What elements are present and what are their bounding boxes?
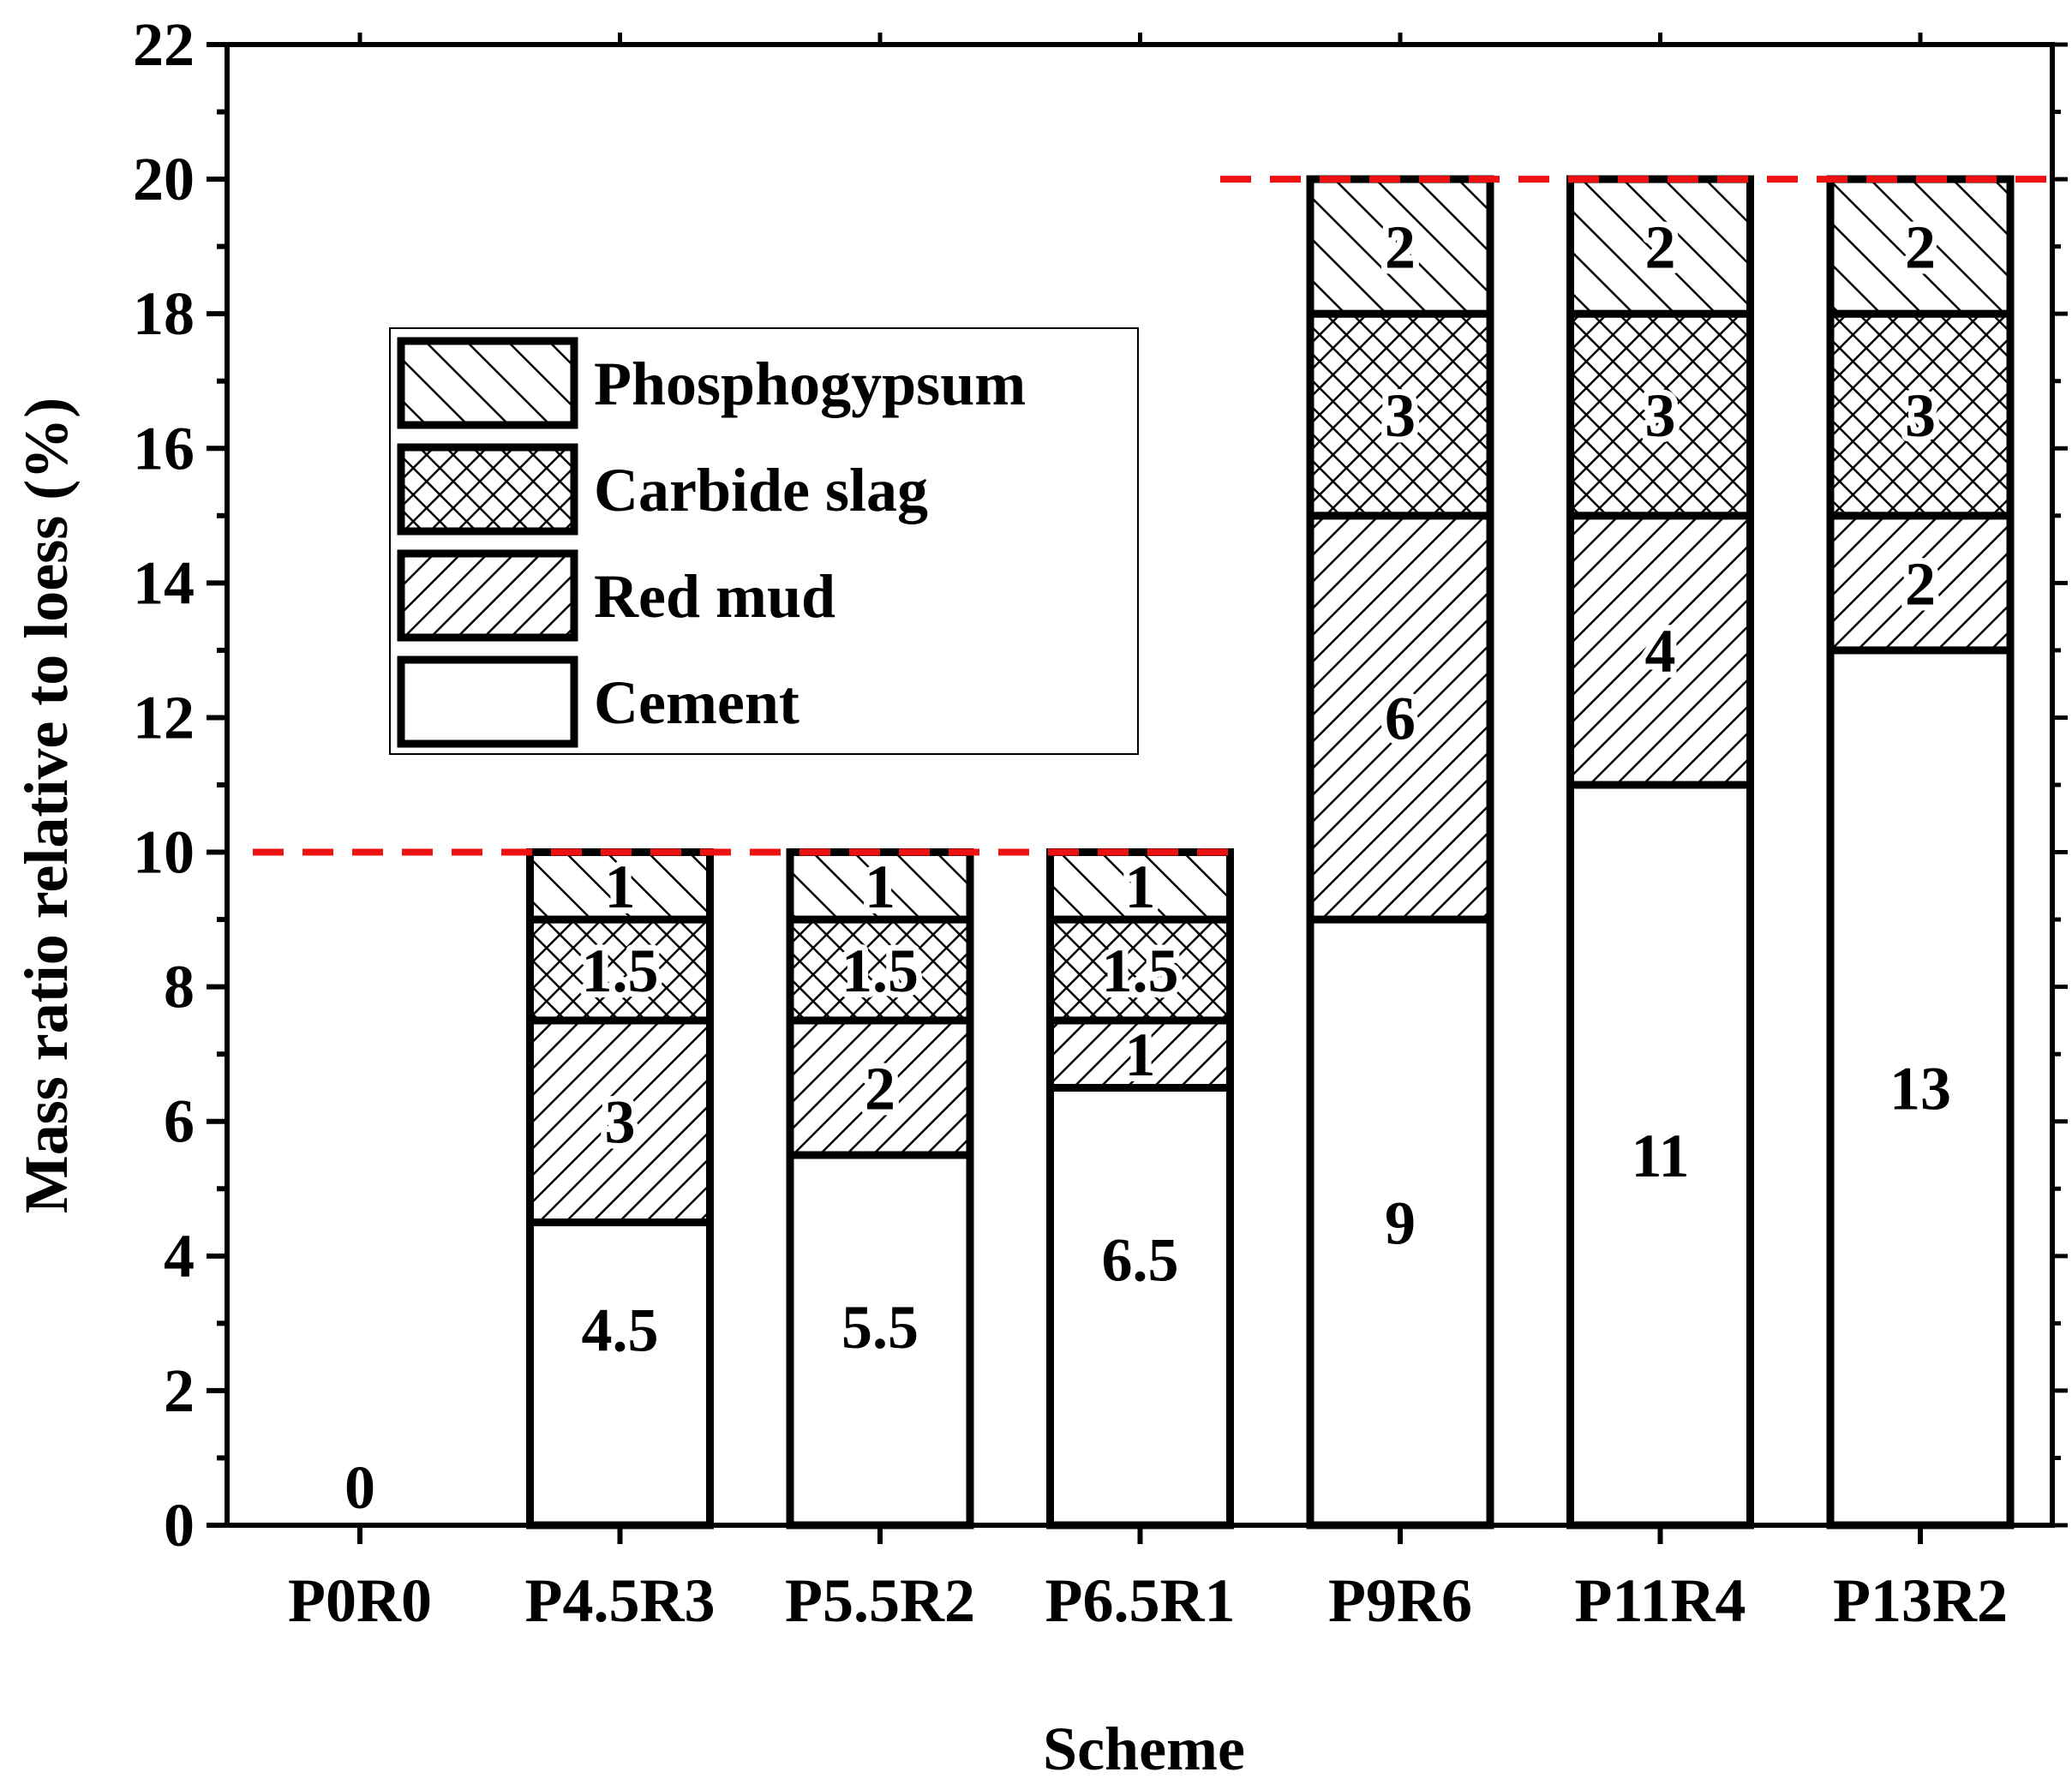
legend-swatch-phosphogypsum	[397, 337, 578, 429]
bar-label-red-mud-p9r6: 6	[1385, 684, 1416, 752]
bar-segment-carbide-slag-p6_5r1	[1046, 915, 1234, 1025]
bar-segment-carbide-slag-p11r4	[1566, 309, 1754, 520]
bar-label-carbide-slag-p13r2: 3	[1905, 381, 1936, 450]
legend-label-red-mud: Red mud	[594, 562, 835, 631]
bar-label-phosphogypsum-p13r2: 2	[1905, 213, 1936, 282]
x-tick-label-p13r2: P13R2	[1833, 1566, 2008, 1635]
x-axis-title: Scheme	[1043, 1715, 1245, 1783]
legend-swatch-cement	[397, 656, 578, 748]
bar-segment-phosphogypsum-p4_5r3	[526, 848, 714, 924]
y-tick-label-12: 12	[133, 683, 195, 751]
bar-label-cement-p6_5r1: 6.5	[1102, 1225, 1179, 1294]
legend-label-cement: Cement	[594, 668, 799, 737]
bar-value-labels: 0 4.5 3 1.5 1 5.5 2 1.5 1 6.5 1 1.5 1 9 6 3 2 11 4 3 2 13 2 3 2	[344, 207, 1951, 1522]
bar-label-cement-p11r4: 11	[1631, 1122, 1689, 1190]
bar-segment-red-mud-p4_5r3	[526, 1016, 714, 1227]
bar-label-red-mud-p4_5r3: 3	[605, 1088, 636, 1157]
legend-label-phosphogypsum: Phosphogypsum	[594, 350, 1026, 418]
bar-segment-red-mud-p11r4	[1566, 512, 1754, 789]
bar-label-carbide-slag-p9r6: 3	[1385, 381, 1416, 450]
legend-swatch-carbide-slag	[397, 443, 578, 536]
y-tick-label-8: 8	[164, 953, 195, 1021]
y-tick-label-2: 2	[164, 1356, 195, 1425]
bars-layer	[526, 175, 2015, 1530]
x-tick-label-p11r4: P11R4	[1574, 1566, 1746, 1635]
bar-label-phosphogypsum-p9r6: 2	[1385, 213, 1416, 282]
y-tick-label-0: 0	[164, 1491, 195, 1560]
y-tick-label-20: 20	[133, 145, 195, 213]
y-tick-label-14: 14	[133, 548, 195, 617]
y-tick-label-6: 6	[164, 1087, 195, 1156]
bar-label-phosphogypsum-p6_5r1: 1	[1125, 853, 1156, 921]
bar-label-carbide-slag-p11r4: 3	[1645, 381, 1676, 450]
bar-label-carbide-slag-p5_5r2: 1.5	[841, 937, 919, 1005]
legend-swatch-red-mud	[397, 549, 578, 642]
bar-label-cement-p0r0: 0	[344, 1453, 375, 1522]
bar-label-red-mud-p5_5r2: 2	[865, 1054, 895, 1122]
bar-segment-carbide-slag-p9r6	[1306, 309, 1494, 520]
y-tick-label-18: 18	[133, 279, 195, 348]
bar-label-phosphogypsum-p4_5r3: 1	[605, 853, 636, 921]
legend: Phosphogypsum Carbide slag Red mud Cement	[389, 327, 1139, 755]
y-tick-label-16: 16	[133, 414, 195, 482]
y-axis-title: Mass ratio relative to loess (%)	[12, 398, 81, 1213]
bar-label-cement-p5_5r2: 5.5	[841, 1293, 919, 1362]
x-tick-label-p6_5r1: P6.5R1	[1045, 1566, 1236, 1635]
y-tick-label-22: 22	[133, 10, 195, 79]
bar-label-red-mud-p6_5r1: 1	[1125, 1021, 1156, 1089]
bar-label-cement-p4_5r3: 4.5	[582, 1296, 659, 1365]
x-tick-label-p5_5r2: P5.5R2	[785, 1566, 975, 1635]
bar-label-cement-p13r2: 13	[1889, 1054, 1951, 1122]
bar-segment-cement-p4_5r3	[526, 1218, 714, 1530]
bar-segment-phosphogypsum-p11r4	[1566, 175, 1754, 318]
x-tick-label-p0r0: P0R0	[288, 1566, 432, 1635]
bar-label-phosphogypsum-p5_5r2: 1	[865, 853, 895, 921]
y-tick-label-4: 4	[164, 1222, 195, 1290]
x-tick-label-p4_5r3: P4.5R3	[525, 1566, 716, 1635]
bar-label-carbide-slag-p6_5r1: 1.5	[1102, 937, 1179, 1005]
bar-label-carbide-slag-p4_5r3: 1.5	[582, 937, 659, 1005]
bar-segment-cement-p13r2	[1826, 646, 2015, 1530]
bar-label-red-mud-p11r4: 4	[1645, 617, 1676, 685]
bar-label-phosphogypsum-p11r4: 2	[1645, 213, 1676, 282]
bar-segment-cement-p6_5r1	[1046, 1083, 1234, 1530]
bar-segment-phosphogypsum-p5_5r2	[786, 848, 974, 924]
bar-segment-red-mud-p5_5r2	[786, 1016, 974, 1159]
bar-segment-phosphogypsum-p13r2	[1826, 175, 2015, 318]
y-tick-label-10: 10	[133, 818, 195, 887]
bar-segment-phosphogypsum-p6_5r1	[1046, 848, 1234, 924]
legend-label-carbide-slag: Carbide slag	[594, 456, 928, 524]
reference-lines	[253, 176, 2052, 856]
bar-segment-carbide-slag-p5_5r2	[786, 915, 974, 1025]
bar-label-red-mud-p13r2: 2	[1905, 549, 1936, 618]
bar-segment-cement-p11r4	[1566, 781, 1754, 1530]
x-tick-label-p9r6: P9R6	[1328, 1566, 1472, 1635]
bar-label-cement-p9r6: 9	[1385, 1189, 1416, 1258]
